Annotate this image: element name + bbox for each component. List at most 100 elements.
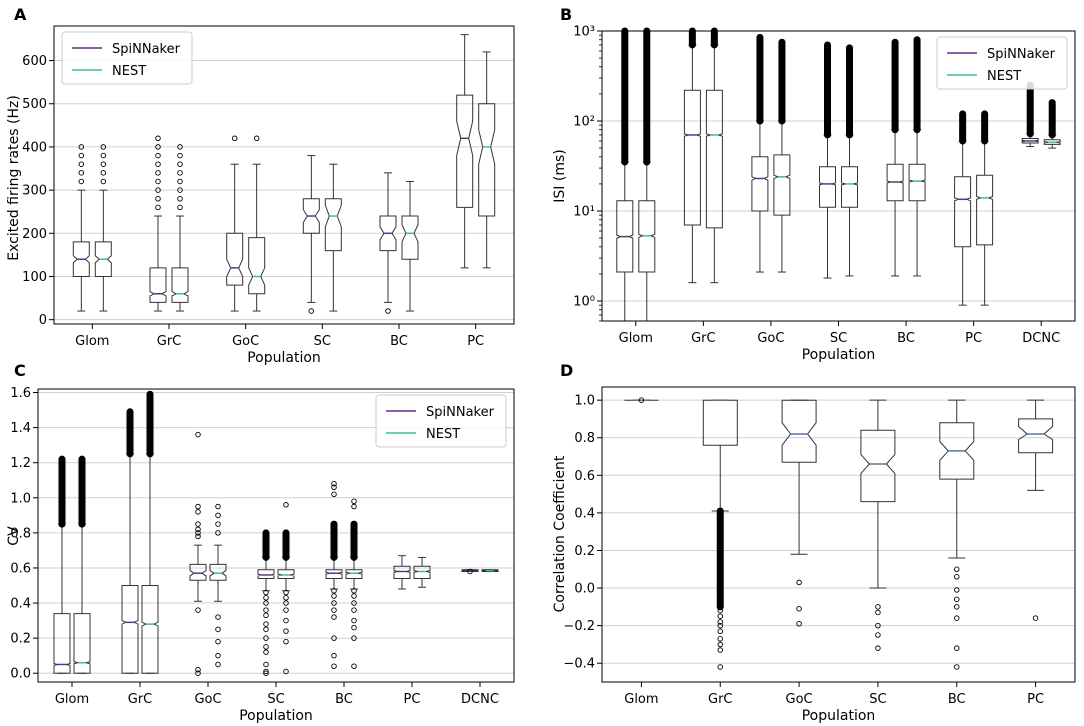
box-body [121,585,139,674]
box-nest-pc [976,110,994,306]
box-body [325,569,343,579]
flier [195,530,201,536]
flier [155,152,161,159]
box-body [886,163,904,202]
legend-frame [936,36,1068,90]
flier [177,187,183,193]
flier [954,615,960,621]
box-body [345,569,363,579]
box-spinnaker-sc [819,41,836,279]
flier [78,178,85,185]
flier [717,607,724,614]
box-spinnaker-pc [393,555,411,590]
box-body [171,267,189,303]
flier [215,503,221,510]
x-tick-label: BC [390,334,408,349]
flier [331,588,337,594]
box-spinnaker-bc [325,480,343,669]
flier [331,607,337,613]
flier [283,502,289,508]
flier [351,588,357,594]
box-nest-grc [171,144,189,312]
flier [263,621,269,627]
flier [954,587,960,593]
y-axis-label: Correlation Coefficient [552,455,568,612]
box-spinnaker-grc [149,135,167,312]
y-tick-label: 0.0 [10,667,31,682]
flier [215,614,221,620]
legend: SpiNNaker NEST [936,36,1068,90]
x-tick-label: GoC [786,692,813,707]
flier [177,161,183,167]
y-tick-label: 1.4 [10,421,31,436]
x-tick-label: Glom [75,334,109,349]
flier [177,152,183,159]
x-tick-label: GrC [157,334,182,349]
box-spinnaker-glom [72,144,90,312]
box-body [841,166,858,208]
flier [954,596,960,603]
flier [796,605,802,612]
flier [155,170,161,176]
box-body [751,156,769,212]
flier [351,663,357,669]
flier [177,178,183,185]
axes-frame [53,25,515,325]
box-body [302,198,320,234]
flier [875,604,881,610]
flier [100,178,107,185]
y-tick-label: −0.4 [563,657,595,672]
flier [283,595,289,601]
y-tick-label: 10⁰ [573,295,595,310]
box-body [616,200,634,273]
box-body [939,422,975,480]
legend-frame [375,394,507,448]
panel-letter: D [560,361,573,380]
x-tick-label: GrC [708,692,733,707]
flier [155,135,161,142]
flier [263,661,269,668]
flier [331,635,337,641]
flier [215,661,221,668]
x-tick-label: GrC [691,331,716,346]
flier [215,638,221,645]
y-tick-label: 0 [39,313,47,328]
box-nest-dcnc [481,569,499,572]
flier [263,612,269,619]
legend-label: SpiNNaker [987,47,1056,62]
box-body [702,399,738,446]
y-tick-label: 10¹ [573,205,595,220]
flier [717,628,724,635]
box-nest-pc [478,51,496,269]
flier [331,593,337,599]
box-body [94,241,112,277]
flier [215,521,221,527]
flier [177,170,183,176]
flier [351,635,357,641]
flier [195,431,201,438]
box-body [1018,418,1054,454]
flier [875,609,881,616]
flier [155,204,161,211]
flier [717,641,724,648]
box-body [53,613,71,674]
y-tick-label: 0.8 [574,431,595,446]
flier [155,196,161,202]
box-correlation-glom [624,397,659,403]
flier [263,600,269,606]
box-correlation-goc [781,399,817,627]
flier [195,666,201,673]
flier [796,621,802,627]
flier [195,526,201,533]
flier [1032,615,1039,621]
flier [215,530,221,536]
x-tick-label: BC [335,692,353,707]
flier [796,579,802,586]
flier [717,647,724,653]
flier [717,664,724,670]
box-body [705,89,723,229]
box-body [257,569,275,579]
flier [331,663,337,669]
flier [78,161,85,167]
y-tick-label: 0.4 [574,506,595,521]
